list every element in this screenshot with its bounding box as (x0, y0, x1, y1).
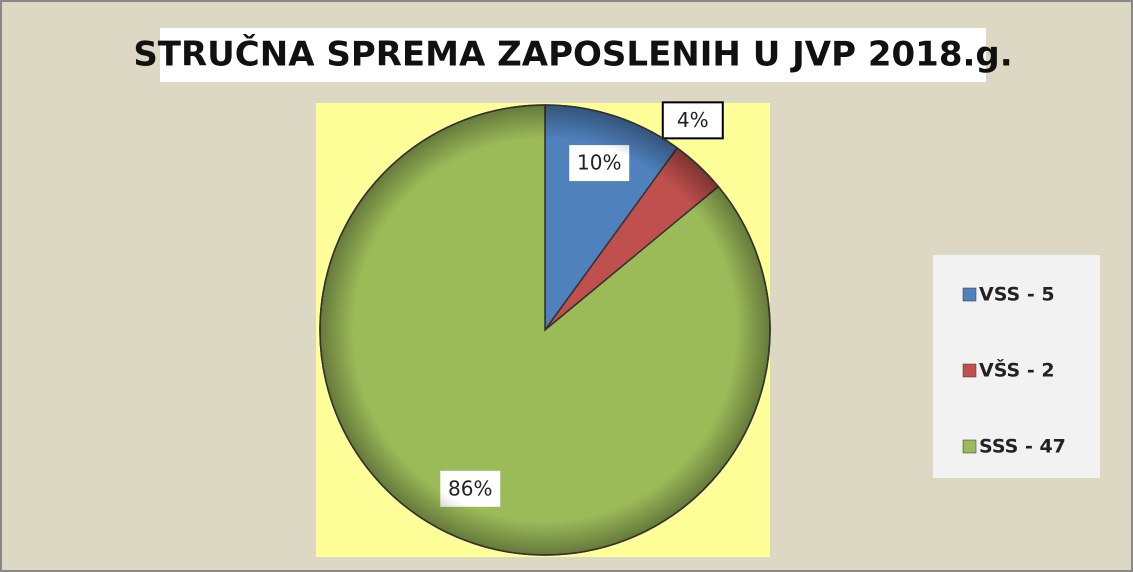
title-box (160, 28, 986, 82)
data-label-box (661, 101, 724, 140)
legend-swatch (962, 363, 977, 378)
pie-shade (319, 104, 771, 556)
legend-label: VŠS - 2 (979, 358, 1055, 382)
chart-title: STRUČNA SPREMA ZAPOSLENIH U JVP 2018.g. (133, 34, 1012, 75)
data-label: 4% (677, 108, 709, 132)
legend-swatch (962, 287, 977, 302)
legend-label: VSS - 5 (979, 284, 1055, 306)
legend-label: SSS - 47 (979, 436, 1066, 458)
legend-swatch (962, 439, 977, 454)
legend-box (933, 255, 1100, 478)
